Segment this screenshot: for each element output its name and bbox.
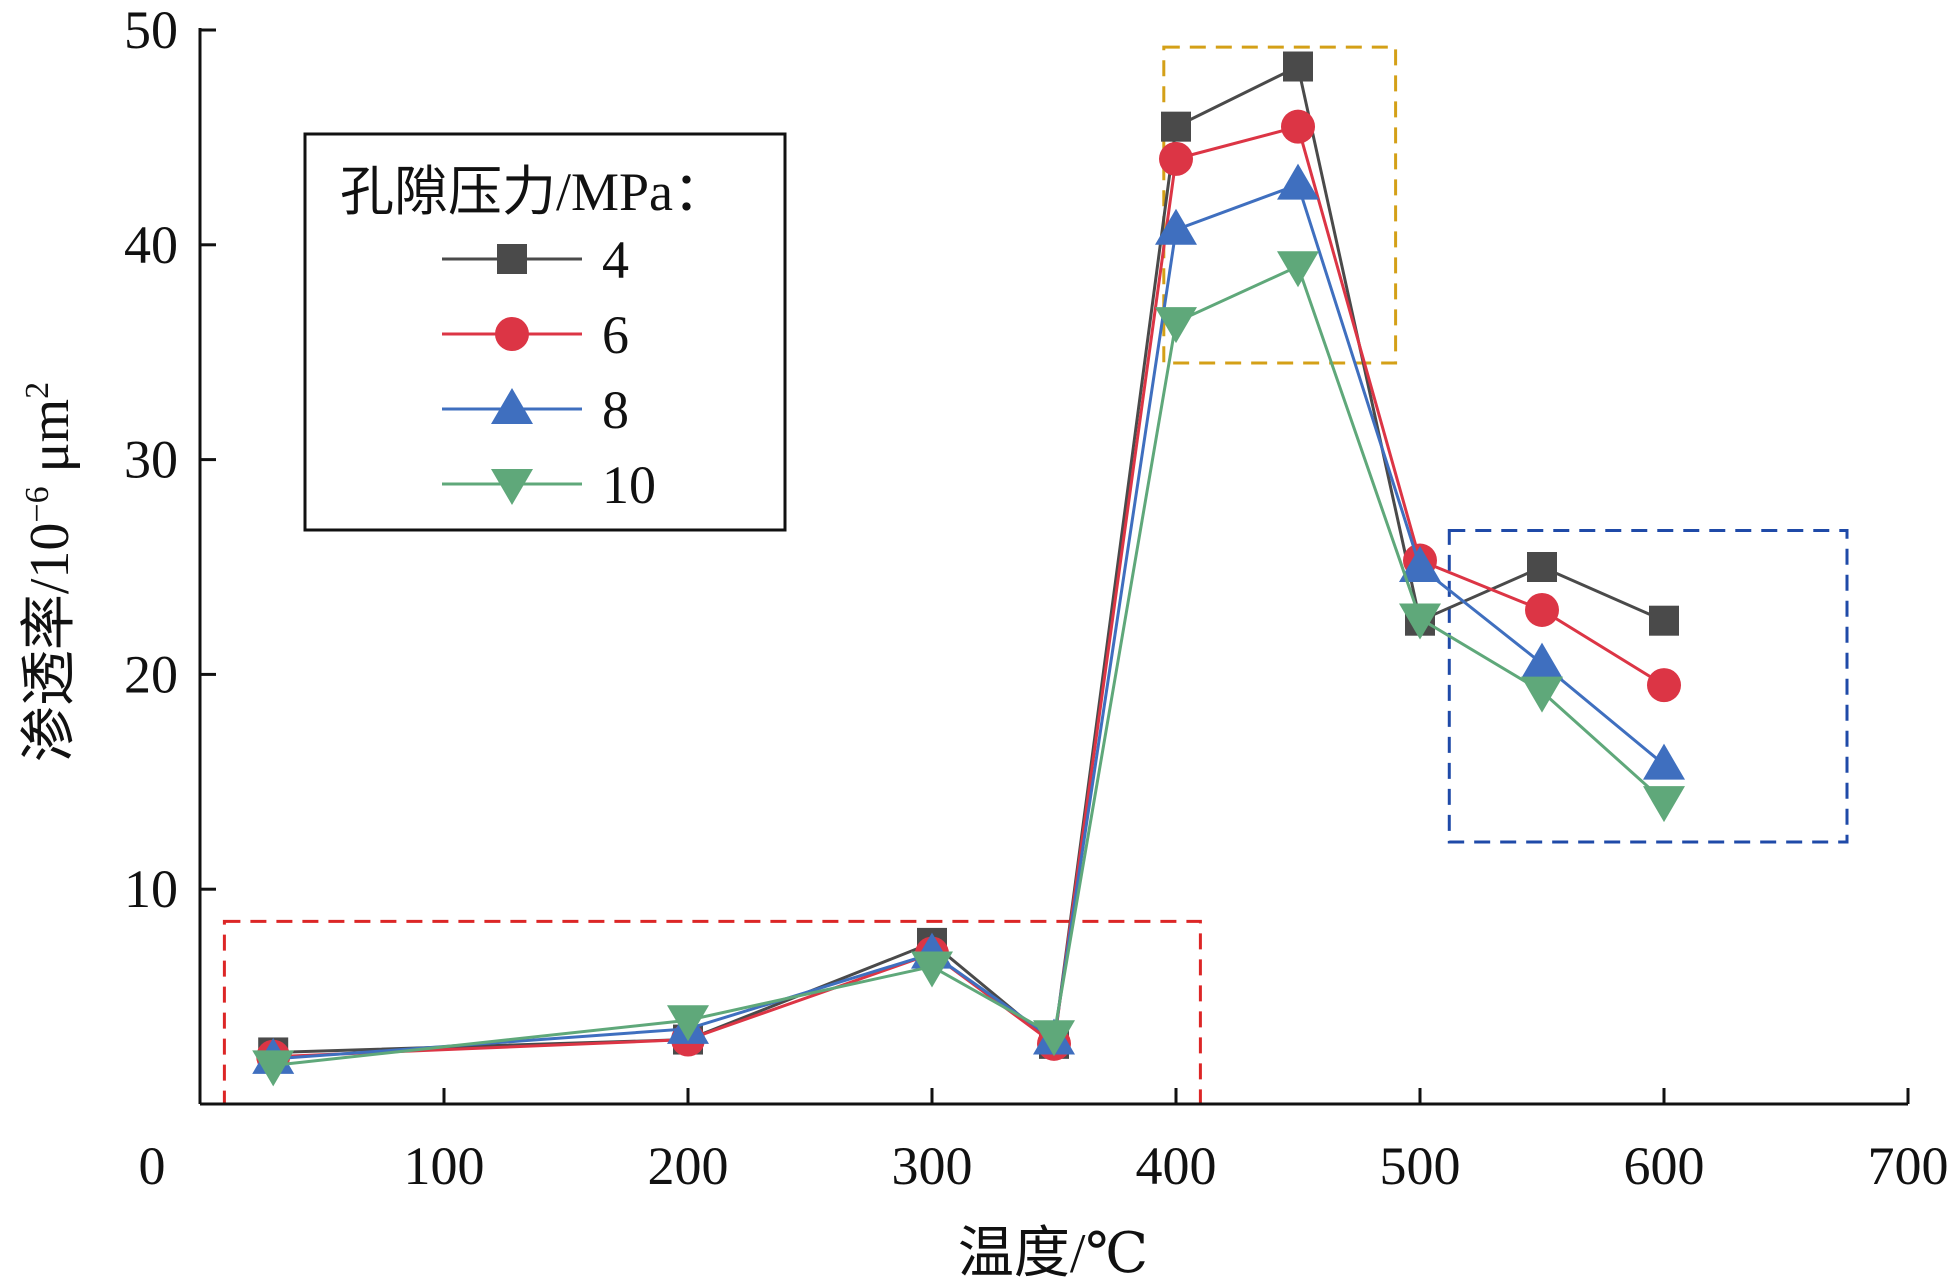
data-point xyxy=(1649,605,1679,636)
data-point xyxy=(1399,546,1441,582)
legend-label: 8 xyxy=(602,380,629,440)
x-tick-label: 400 xyxy=(1136,1136,1217,1196)
data-point xyxy=(1277,251,1319,288)
legend-entries: 4 6 8 10 xyxy=(442,230,656,515)
data-point xyxy=(1527,552,1557,582)
legend-label: 4 xyxy=(602,230,629,290)
data-point xyxy=(1647,668,1681,703)
y-tick-label: 10 xyxy=(124,859,178,919)
data-point xyxy=(1155,307,1197,344)
axes: 0 100 200 300 400 500 600 700 10 20 30 40 50 xyxy=(124,0,1949,1196)
data-point xyxy=(1277,163,1319,200)
y-axis-title-main: 渗透率/10 xyxy=(19,523,81,763)
peak-region-box xyxy=(1162,45,1398,365)
legend-marker xyxy=(497,244,527,274)
y-axis-title: 渗透率/10−6 μm2 xyxy=(19,382,81,762)
legend-marker xyxy=(491,388,533,424)
legend-frame xyxy=(303,132,787,532)
x-tick-label: 500 xyxy=(1380,1136,1461,1196)
legend-entry-8: 8 xyxy=(442,380,629,440)
data-point xyxy=(1155,208,1197,245)
data-point xyxy=(911,951,953,988)
data-point xyxy=(1281,109,1315,144)
data-point xyxy=(1643,743,1685,780)
data-point xyxy=(1033,1020,1075,1057)
data-point xyxy=(1525,592,1559,627)
legend: 孔隙压力/MPa： 4 6 8 10 xyxy=(303,132,787,532)
y-axis-title-unit: μm xyxy=(19,399,81,487)
y-tick-label: 50 xyxy=(124,0,178,60)
x-tick-label: 600 xyxy=(1624,1136,1705,1196)
x-tick-label: 700 xyxy=(1868,1136,1949,1196)
data-point xyxy=(1521,676,1563,713)
x-tick-label: 100 xyxy=(404,1136,485,1196)
data-point xyxy=(252,1050,295,1087)
data-point xyxy=(1159,141,1193,176)
legend-marker xyxy=(491,469,533,505)
data-point xyxy=(1399,603,1441,640)
y-tick-label: 20 xyxy=(124,644,178,704)
series-10-mpa xyxy=(252,251,1685,1087)
x-tick-label: 300 xyxy=(892,1136,973,1196)
data-point xyxy=(1521,642,1563,679)
data-point xyxy=(1283,51,1313,82)
legend-label: 6 xyxy=(602,305,629,365)
x-tick-label: 0 xyxy=(139,1136,166,1196)
data-point xyxy=(1161,111,1191,142)
y-tick-label: 30 xyxy=(124,430,178,490)
data-point xyxy=(1643,786,1685,823)
low-temperature-region-box xyxy=(222,919,1202,1106)
legend-title: 孔隙压力/MPa： xyxy=(340,162,727,222)
legend-label: 10 xyxy=(602,455,656,515)
legend-marker xyxy=(495,317,529,351)
y-axis-title-exponent: −6 xyxy=(19,486,56,522)
y-tick-label: 40 xyxy=(124,215,178,275)
y-axis-title-unit-exponent: 2 xyxy=(19,382,56,399)
data-point xyxy=(667,1005,709,1042)
legend-entry-10: 10 xyxy=(442,455,656,515)
x-tick-label: 200 xyxy=(648,1136,729,1196)
high-temperature-region-box xyxy=(1447,528,1849,844)
legend-entry-6: 6 xyxy=(442,305,629,365)
legend-entry-4: 4 xyxy=(442,230,629,290)
data-series xyxy=(252,51,1685,1087)
x-axis-title: 温度/℃ xyxy=(958,1223,1148,1285)
